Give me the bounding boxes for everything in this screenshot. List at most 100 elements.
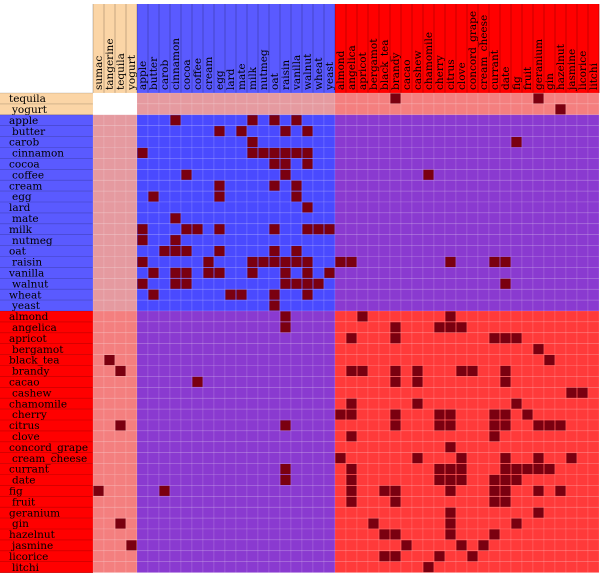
heatmap-cell bbox=[565, 256, 578, 268]
heatmap-cell bbox=[169, 332, 182, 344]
heatmap-cell bbox=[455, 561, 468, 573]
heatmap-cell bbox=[378, 92, 391, 105]
heatmap-cell bbox=[257, 430, 270, 443]
heatmap-cell bbox=[312, 495, 325, 508]
heatmap-cell bbox=[532, 517, 545, 530]
heatmap-cell bbox=[114, 506, 127, 519]
heatmap-cell bbox=[191, 169, 204, 181]
row-band bbox=[0, 539, 93, 552]
heatmap-cell bbox=[191, 441, 204, 453]
heatmap-cell bbox=[147, 506, 160, 519]
heatmap-cell bbox=[114, 485, 127, 497]
heatmap-cell bbox=[191, 365, 204, 377]
column-label: yogurt bbox=[126, 54, 138, 91]
heatmap-cell bbox=[224, 561, 237, 573]
heatmap-cell bbox=[279, 332, 292, 344]
heatmap-cell bbox=[477, 158, 490, 170]
heatmap-cell bbox=[301, 430, 314, 443]
heatmap-cell bbox=[136, 114, 149, 127]
heatmap-cell bbox=[114, 245, 127, 257]
heatmap-cell bbox=[224, 397, 237, 410]
heatmap-cell bbox=[411, 343, 424, 355]
row-label: raisin bbox=[12, 257, 42, 269]
column-band bbox=[225, 4, 237, 93]
heatmap-cell bbox=[290, 376, 303, 388]
heatmap-cell bbox=[345, 441, 358, 453]
heatmap-cell bbox=[477, 528, 490, 541]
heatmap-cell bbox=[477, 245, 490, 257]
column-label: currant bbox=[489, 49, 501, 90]
heatmap-cell bbox=[345, 245, 358, 257]
heatmap-cell bbox=[224, 474, 237, 486]
heatmap-cell bbox=[565, 158, 578, 170]
heatmap-cell bbox=[180, 561, 193, 573]
heatmap-cell bbox=[246, 561, 259, 573]
column-label: cacao bbox=[401, 59, 413, 90]
row-band bbox=[0, 441, 93, 453]
row-band bbox=[0, 169, 93, 181]
heatmap-cell bbox=[444, 495, 457, 508]
heatmap-cell bbox=[103, 463, 116, 475]
heatmap-cell bbox=[411, 386, 424, 399]
heatmap-marked-cell bbox=[445, 529, 456, 540]
heatmap-cell bbox=[246, 321, 259, 334]
heatmap-cell bbox=[224, 343, 237, 355]
heatmap-cell bbox=[180, 92, 193, 105]
heatmap-cell bbox=[411, 114, 424, 127]
heatmap-cell bbox=[477, 92, 490, 105]
heatmap-cell bbox=[521, 419, 534, 432]
heatmap-cell bbox=[290, 201, 303, 214]
heatmap-cell bbox=[224, 376, 237, 388]
heatmap-cell bbox=[356, 474, 369, 486]
heatmap-cell bbox=[323, 408, 336, 421]
heatmap-cell bbox=[565, 114, 578, 127]
heatmap-cell bbox=[290, 92, 303, 105]
row-label: walnut bbox=[12, 278, 49, 290]
heatmap-cell bbox=[136, 397, 149, 410]
heatmap-marked-cell bbox=[390, 529, 401, 540]
column-label: wheat bbox=[313, 57, 325, 90]
heatmap-marked-cell bbox=[291, 180, 302, 191]
heatmap-marked-cell bbox=[203, 267, 214, 278]
heatmap-cell bbox=[356, 321, 369, 334]
heatmap-cell bbox=[389, 299, 402, 312]
heatmap-cell bbox=[301, 190, 314, 203]
heatmap-cell bbox=[576, 474, 589, 486]
row-label: currant bbox=[9, 464, 50, 476]
heatmap-cell bbox=[191, 310, 204, 323]
heatmap-cell bbox=[191, 245, 204, 257]
heatmap-cell bbox=[587, 376, 600, 388]
heatmap-cell bbox=[510, 485, 523, 497]
heatmap-cell bbox=[323, 92, 336, 105]
heatmap-cell bbox=[268, 125, 281, 137]
heatmap-cell bbox=[169, 288, 182, 301]
heatmap-cell bbox=[477, 517, 490, 530]
heatmap-cell bbox=[136, 506, 149, 519]
row-band bbox=[0, 452, 93, 464]
heatmap-cell bbox=[312, 386, 325, 399]
heatmap-cell bbox=[191, 419, 204, 432]
heatmap-cell bbox=[367, 321, 380, 334]
heatmap-cell bbox=[422, 550, 435, 562]
heatmap-cell bbox=[521, 158, 534, 170]
heatmap-cell bbox=[455, 114, 468, 127]
heatmap-cell bbox=[290, 332, 303, 344]
heatmap-cell bbox=[268, 539, 281, 552]
heatmap-cell bbox=[246, 386, 259, 399]
heatmap-cell bbox=[356, 201, 369, 214]
heatmap-cell bbox=[345, 561, 358, 573]
heatmap-cell bbox=[213, 277, 226, 290]
heatmap-cell bbox=[224, 103, 237, 116]
heatmap-marked-cell bbox=[126, 540, 137, 551]
heatmap-marked-cell bbox=[500, 420, 511, 431]
heatmap-cell bbox=[378, 441, 391, 453]
heatmap-cell bbox=[433, 147, 446, 159]
heatmap-cell bbox=[554, 190, 567, 203]
row-band bbox=[0, 474, 93, 486]
column-band bbox=[170, 4, 182, 93]
heatmap-cell bbox=[169, 365, 182, 377]
heatmap-cell bbox=[488, 277, 501, 290]
heatmap-cell bbox=[488, 267, 501, 279]
heatmap-cell bbox=[169, 169, 182, 181]
heatmap-cell bbox=[202, 321, 215, 334]
